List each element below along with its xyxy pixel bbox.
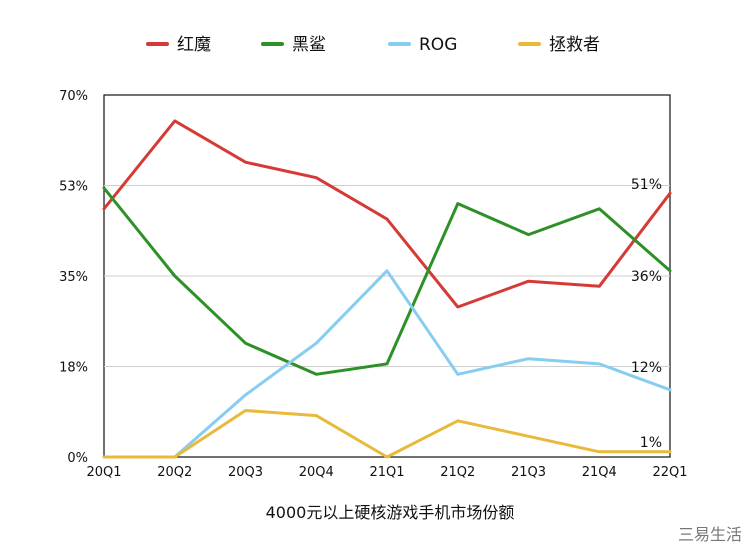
legend: 红魔 黑鲨 ROG 拯救者 [146,35,600,55]
end-labels: 51% 36% 12% 1% [631,177,662,451]
x-tick-label: 21Q4 [582,465,617,480]
legend-label: 黑鲨 [292,35,326,55]
x-tick-label: 20Q2 [157,465,192,480]
end-label: 36% [631,269,662,285]
legend-label: 拯救者 [549,35,600,55]
x-tick-label: 21Q1 [369,465,404,480]
y-tick-label: 0% [67,451,88,466]
x-tick-label: 21Q2 [440,465,475,480]
x-tick-label: 20Q1 [86,465,121,480]
x-axis: 20Q1 20Q2 20Q3 20Q4 21Q1 21Q2 21Q3 21Q4 22Q1 [86,465,687,480]
grid [103,94,671,458]
chart-title: 4000元以上硬核游戏手机市场份额 [266,503,515,522]
y-axis: 0% 18% 35% 53% 70% [59,89,88,466]
watermark-text: 三易生活 [678,525,742,544]
end-label: 1% [640,435,662,451]
end-label: 12% [631,360,662,376]
x-tick-label: 22Q1 [652,465,687,480]
series-line-拯救者 [102,409,672,459]
y-tick-label: 18% [59,361,88,376]
x-tick-label: 20Q3 [228,465,263,480]
legend-label: 红魔 [177,35,211,55]
y-tick-label: 70% [59,89,88,104]
y-tick-label: 35% [59,270,88,285]
end-label: 51% [631,177,662,193]
x-tick-label: 21Q3 [511,465,546,480]
x-tick-label: 20Q4 [299,465,334,480]
series-line-ROG [102,269,672,459]
series-lines [102,119,672,459]
y-tick-label: 53% [59,180,88,195]
legend-label: ROG [419,35,457,55]
series-line-红魔 [102,119,672,309]
series-line-黑鲨 [102,186,672,376]
